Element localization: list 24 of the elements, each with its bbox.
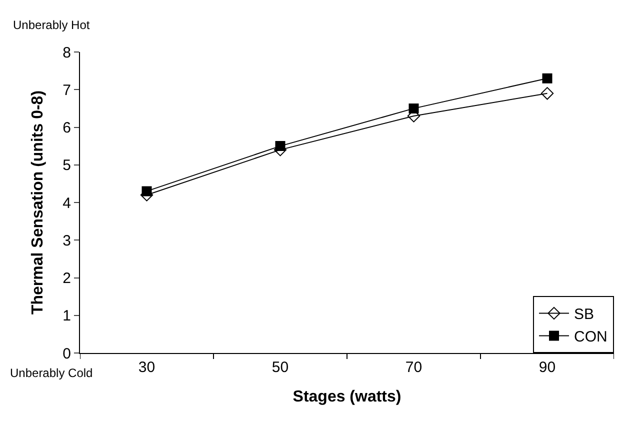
y-tick-label: 8 [62,44,71,62]
x-tick-label: 50 [272,359,289,376]
y-tick-label: 6 [62,120,71,136]
y-tick-label: 2 [62,270,71,287]
point [408,103,419,114]
x-axis-title: Stages (watts) [292,388,402,406]
y-tick-label: 4 [62,194,71,212]
y-tick-label: 0 [62,345,71,362]
point [540,87,554,100]
point [275,141,286,152]
y-tick-label: 7 [62,82,71,99]
text: Unberably Hot [13,18,90,32]
x-tick-label: 90 [538,359,556,376]
y-tick-label: 3 [62,232,71,250]
x-tick-label: 30 [138,359,156,376]
point [542,73,552,84]
legend-label: SB [574,306,594,324]
y-tick-label: 5 [62,157,71,174]
legend-label: CON [574,328,608,346]
y-tick-label: 1 [62,308,71,325]
x-tick-label: 70 [405,359,422,376]
y-axis-title: Thermal Sensation (units 0-8) [30,90,47,315]
text: Unberably Cold [10,366,93,380]
point [142,186,152,196]
